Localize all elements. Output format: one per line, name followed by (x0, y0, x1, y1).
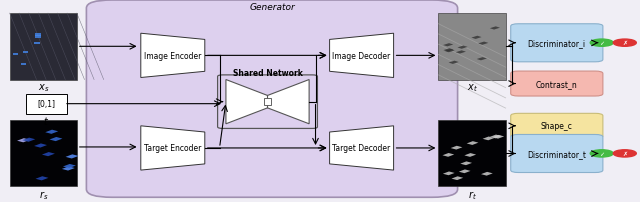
Bar (22, 138, 35, 142)
Bar (443, 44, 453, 47)
Text: $x_s$: $x_s$ (38, 82, 49, 94)
Bar (467, 141, 479, 145)
Bar (34, 144, 47, 148)
FancyBboxPatch shape (511, 135, 603, 173)
Bar (49, 137, 63, 141)
Bar (63, 164, 76, 168)
Bar (17, 139, 30, 143)
Bar (45, 130, 58, 134)
Polygon shape (330, 34, 394, 78)
Bar (449, 61, 459, 65)
Text: Target Decoder: Target Decoder (332, 144, 391, 153)
Bar (472, 37, 482, 40)
Text: $t$: $t$ (44, 114, 49, 126)
Circle shape (590, 150, 613, 157)
Text: Shared Network: Shared Network (232, 69, 303, 78)
Circle shape (613, 40, 636, 47)
Bar (10, 120, 77, 186)
Bar (444, 49, 454, 52)
Bar (21, 63, 26, 66)
Bar (477, 58, 487, 61)
Text: [0,1]: [0,1] (37, 100, 56, 109)
Bar (456, 51, 466, 54)
Bar (438, 14, 506, 80)
Bar (478, 42, 488, 46)
Text: ✗: ✗ (622, 41, 627, 46)
Polygon shape (330, 126, 394, 170)
Text: Contrast_n: Contrast_n (536, 80, 578, 89)
Bar (490, 27, 500, 31)
Bar (490, 135, 502, 139)
FancyBboxPatch shape (511, 25, 603, 62)
FancyBboxPatch shape (86, 1, 458, 197)
Text: Discriminator_t: Discriminator_t (527, 149, 586, 158)
Text: ✓: ✓ (599, 151, 604, 156)
Bar (35, 176, 49, 181)
Bar (65, 155, 79, 159)
FancyBboxPatch shape (511, 72, 603, 97)
Bar (460, 162, 472, 165)
Bar (451, 176, 463, 180)
FancyBboxPatch shape (26, 94, 67, 114)
Bar (483, 137, 494, 141)
Polygon shape (141, 34, 205, 78)
Polygon shape (268, 80, 309, 124)
Bar (35, 43, 40, 45)
Polygon shape (226, 80, 268, 124)
Bar (492, 135, 504, 139)
Bar (23, 52, 28, 54)
Bar (442, 153, 454, 157)
Bar (42, 152, 55, 156)
Bar (62, 167, 75, 171)
Polygon shape (141, 126, 205, 170)
Bar (465, 153, 476, 157)
Bar (443, 172, 454, 175)
FancyBboxPatch shape (511, 114, 603, 139)
Bar (459, 169, 470, 173)
Text: Image Encoder: Image Encoder (144, 52, 202, 61)
Bar (13, 54, 19, 56)
Text: Image Decoder: Image Decoder (332, 52, 391, 61)
Bar (438, 120, 506, 186)
Text: $r_t$: $r_t$ (468, 188, 477, 201)
Bar (458, 46, 468, 49)
Text: ✗: ✗ (622, 151, 627, 156)
Bar (451, 146, 463, 150)
Bar (481, 172, 493, 176)
Text: $r_s$: $r_s$ (39, 188, 48, 201)
Text: ✓: ✓ (599, 41, 604, 46)
Bar (35, 36, 41, 39)
Text: Generator: Generator (249, 3, 295, 12)
Text: $x_t$: $x_t$ (467, 82, 477, 94)
FancyBboxPatch shape (264, 99, 271, 105)
Text: Shape_c: Shape_c (541, 122, 573, 131)
Bar (35, 34, 41, 37)
Circle shape (590, 40, 613, 47)
Text: Discriminator_i: Discriminator_i (528, 39, 586, 48)
Circle shape (613, 150, 636, 157)
Text: Target Encoder: Target Encoder (144, 144, 202, 153)
Bar (10, 14, 77, 80)
Bar (445, 50, 455, 53)
